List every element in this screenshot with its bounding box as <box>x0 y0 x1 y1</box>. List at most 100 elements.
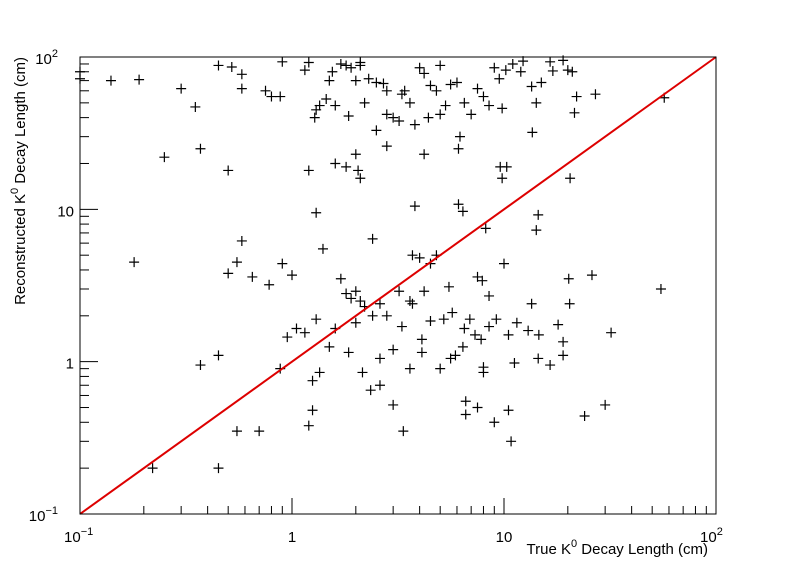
data-point <box>443 281 454 292</box>
data-point <box>545 56 556 67</box>
data-point <box>254 426 265 437</box>
data-point <box>307 375 318 386</box>
data-point <box>335 58 346 69</box>
data-point <box>277 56 288 67</box>
data-point <box>562 65 573 76</box>
data-point <box>407 250 418 261</box>
x-axis-title-post: Decay Length (cm) <box>577 541 708 558</box>
data-point <box>226 61 237 72</box>
tick-labels: 10−1 1 10 102 10−1 1 10 102 <box>29 48 723 546</box>
data-point <box>330 158 341 169</box>
x-tick-label: 1 <box>288 529 296 546</box>
data-point <box>606 327 617 338</box>
data-point <box>497 173 508 184</box>
data-point <box>445 79 456 90</box>
axis-ticks <box>79 56 717 515</box>
data-point <box>195 143 206 154</box>
data-point <box>447 307 458 318</box>
data-point <box>213 463 224 474</box>
data-point <box>398 426 409 437</box>
data-point <box>472 402 483 413</box>
plot-frame <box>79 56 717 515</box>
data-point <box>350 286 361 297</box>
data-point <box>381 310 392 321</box>
data-point <box>460 409 471 420</box>
data-point <box>533 353 544 364</box>
data-point <box>536 77 547 88</box>
data-point <box>381 85 392 96</box>
data-point <box>571 91 582 102</box>
data-point <box>365 385 376 396</box>
data-point <box>515 66 526 77</box>
data-point <box>419 149 430 160</box>
data-point <box>355 173 366 184</box>
data-point <box>236 235 247 246</box>
data-point <box>404 363 415 374</box>
data-point <box>470 329 481 340</box>
data-point <box>388 344 399 355</box>
data-point <box>491 314 502 325</box>
data-point <box>299 65 310 76</box>
data-point <box>378 78 389 89</box>
data-point <box>459 97 470 108</box>
data-point <box>396 321 407 332</box>
y-axis-title-sup: 0 <box>9 188 21 194</box>
data-point <box>223 165 234 176</box>
data-point <box>435 60 446 71</box>
data-point <box>507 58 518 69</box>
data-point <box>489 62 500 73</box>
data-point <box>247 271 258 282</box>
data-point <box>409 201 420 212</box>
data-point <box>374 298 385 309</box>
data-point <box>355 60 366 71</box>
data-point <box>419 68 430 79</box>
data-point <box>311 314 322 325</box>
data-point <box>586 270 597 281</box>
data-point <box>500 65 511 76</box>
data-point <box>545 360 556 371</box>
data-point <box>440 100 451 111</box>
data-point <box>350 317 361 328</box>
data-point <box>457 341 468 352</box>
data-point <box>341 161 352 172</box>
data-point <box>350 75 361 86</box>
data-point <box>409 119 420 130</box>
data-point <box>460 396 471 407</box>
x-axis-title-pre: True K <box>527 541 571 558</box>
data-point <box>531 225 542 236</box>
data-point <box>282 332 293 343</box>
data-point <box>506 436 517 447</box>
data-point <box>503 329 514 340</box>
data-point <box>407 298 418 309</box>
x-axis-title-sup: 0 <box>571 538 577 550</box>
data-point <box>371 77 382 88</box>
data-point <box>451 77 462 88</box>
data-point <box>311 207 322 218</box>
data-point <box>307 405 318 416</box>
data-point <box>553 319 564 330</box>
data-point <box>363 73 374 84</box>
data-point <box>472 83 483 94</box>
data-point <box>501 161 512 172</box>
data-point <box>353 165 364 176</box>
data-point <box>357 367 368 378</box>
data-point <box>511 317 522 328</box>
data-point <box>388 399 399 410</box>
data-point <box>341 288 352 299</box>
data-point <box>381 141 392 152</box>
data-point <box>359 97 370 108</box>
data-point <box>478 91 489 102</box>
data-point <box>523 325 534 336</box>
data-point <box>518 56 529 67</box>
data-point <box>477 275 488 286</box>
data-point <box>388 112 399 123</box>
data-point <box>435 109 446 120</box>
data-point <box>291 323 302 334</box>
data-point <box>213 60 224 71</box>
data-point <box>600 399 611 410</box>
data-point <box>324 341 335 352</box>
data-point <box>231 426 242 437</box>
data-point <box>414 252 425 263</box>
y-tick-label: 102 <box>35 48 58 68</box>
data-point <box>457 206 468 217</box>
